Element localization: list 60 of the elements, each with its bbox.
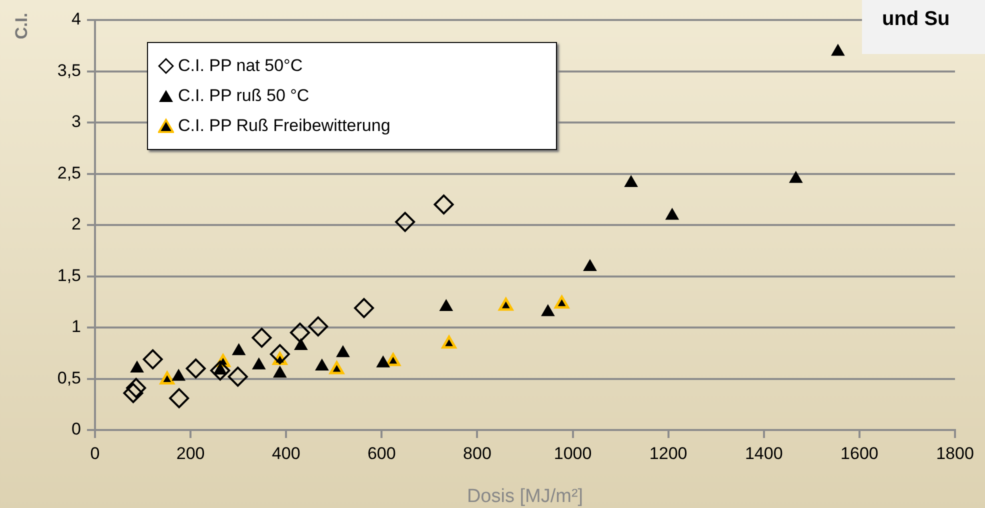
point [434,194,454,214]
x-tick-label: 0 [90,444,100,463]
y-tick-label: 2,5 [57,163,81,182]
x-tick-label: 800 [463,444,492,463]
point [440,300,453,311]
legend-label: C.I. PP ruß 50 °C [178,86,310,106]
x-tick-label: 1400 [744,444,783,463]
point [498,298,514,311]
point [376,356,390,368]
x-tick-label: 200 [176,444,205,463]
point [232,344,246,356]
x-tick-label: 400 [272,444,300,463]
point [789,171,802,183]
point [172,369,186,381]
point [624,175,638,187]
point [123,383,144,404]
point [442,336,456,349]
y-tick-label: 4 [72,10,81,29]
annotation: und Su [882,8,950,31]
point [126,378,146,398]
point [142,349,163,370]
point [554,296,570,309]
legend-label: C.I. PP Ruß Freibewitterung [178,116,390,136]
y-tick-label: 3 [72,112,81,132]
point [160,372,174,385]
point [228,366,248,387]
x-tick-label: 1200 [649,444,688,463]
point [395,212,416,232]
x-axis-title: Dosis [MJ/m²] [466,486,584,507]
y-tick-label: 1 [72,317,81,336]
x-tick-label: 1000 [554,444,592,463]
point [252,328,272,348]
point [354,298,374,318]
point [270,344,290,364]
y-tick-label: 1,5 [57,266,81,285]
x-tick-label: 600 [367,444,396,463]
x-tick-label: 1600 [840,444,878,463]
point [831,44,845,56]
point [329,361,344,374]
point [308,316,328,336]
point [583,260,597,272]
y-tick-label: 3,5 [57,60,81,80]
point [541,304,554,316]
point [252,358,266,370]
point [186,358,206,378]
y-tick-label: 0,5 [57,368,81,388]
legend-label: C.I. PP nat 50°C [178,56,303,76]
point [290,322,310,343]
point [666,208,679,220]
point [273,366,286,378]
point [336,346,350,358]
y-tick-label: 0 [72,420,81,439]
point [386,353,400,366]
y-tick-label: 2 [72,214,81,234]
point [294,338,308,350]
x-tick-label: 1800 [936,444,974,463]
point [130,361,144,372]
point [169,388,190,408]
point [315,358,329,370]
y-axis-title: C.I. [12,12,32,42]
